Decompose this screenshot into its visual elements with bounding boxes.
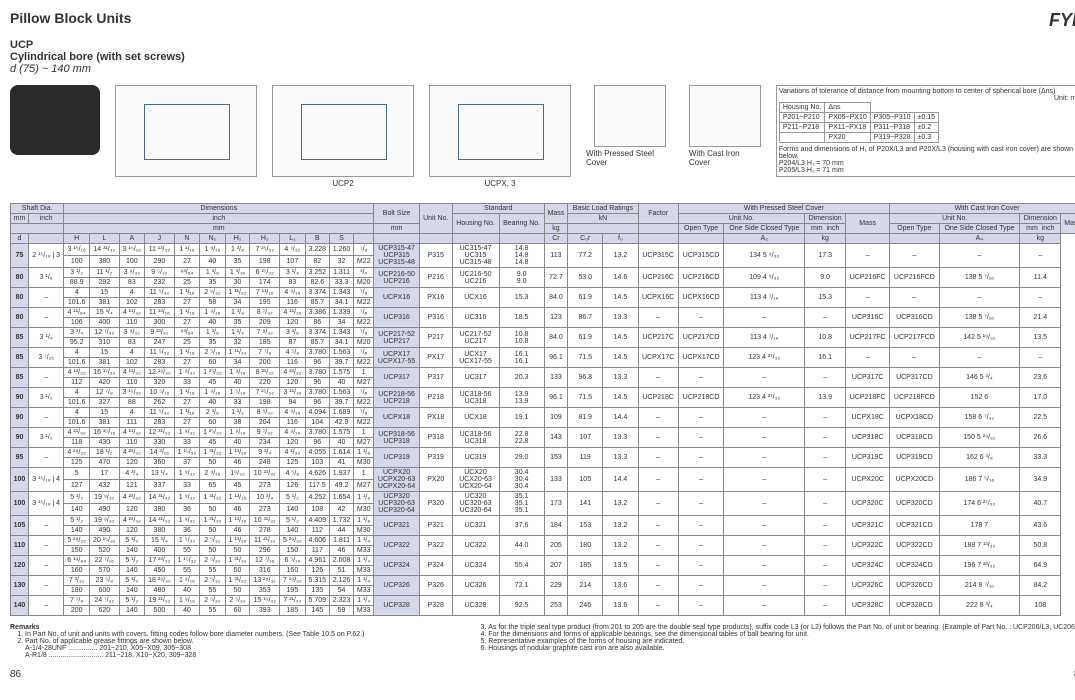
drawing-castiron-cover [689,85,761,147]
page-title: Pillow Block Units [10,10,131,26]
product-subtitle: UCP Cylindrical bore (with set screws) d… [10,39,1075,75]
remarks: RemarksIn Part No. of unit and units wit… [10,624,1075,659]
logo: FYH [1049,10,1075,31]
drawing-side [115,85,257,177]
drawing-front-ucp2 [272,85,414,177]
diagram-row: UCP2 UCPX, 3 With Pressed Steel Cover Wi… [10,85,1075,188]
drawing-pressed-cover [594,85,666,147]
drawing-front-ucpx3 [429,85,571,177]
spec-table: Shaft Dia. Dimensions Bolt Size Unit No.… [10,203,1075,616]
product-photo [10,85,100,155]
page-left: 86 [10,669,21,680]
tolerance-table: Variations of tolerance of distance from… [776,85,1075,177]
